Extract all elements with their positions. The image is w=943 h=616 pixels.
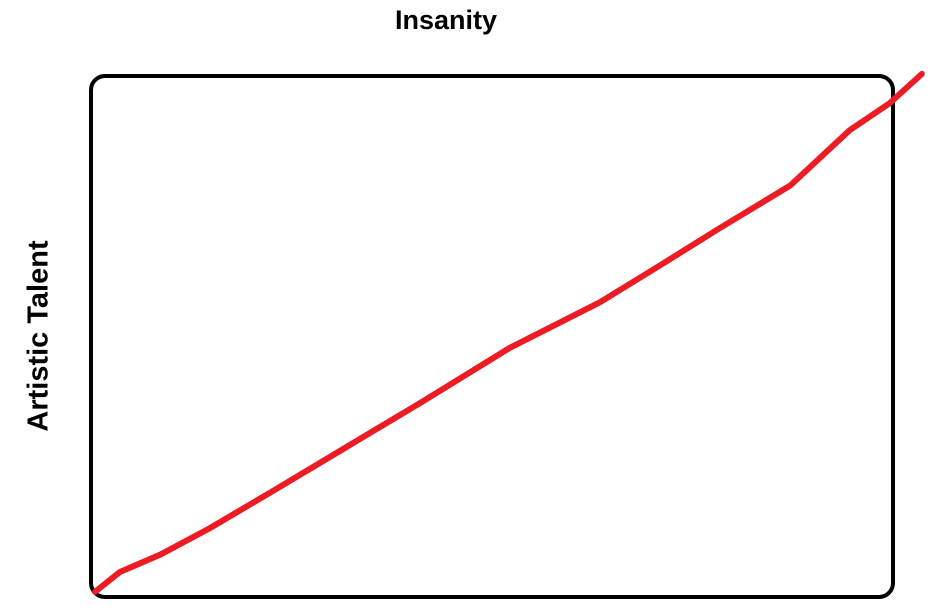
- chart-title: Insanity: [395, 5, 497, 35]
- data-line: [92, 70, 925, 595]
- plot-frame: [89, 74, 895, 599]
- y-axis-label: Artistic Talent: [23, 240, 55, 432]
